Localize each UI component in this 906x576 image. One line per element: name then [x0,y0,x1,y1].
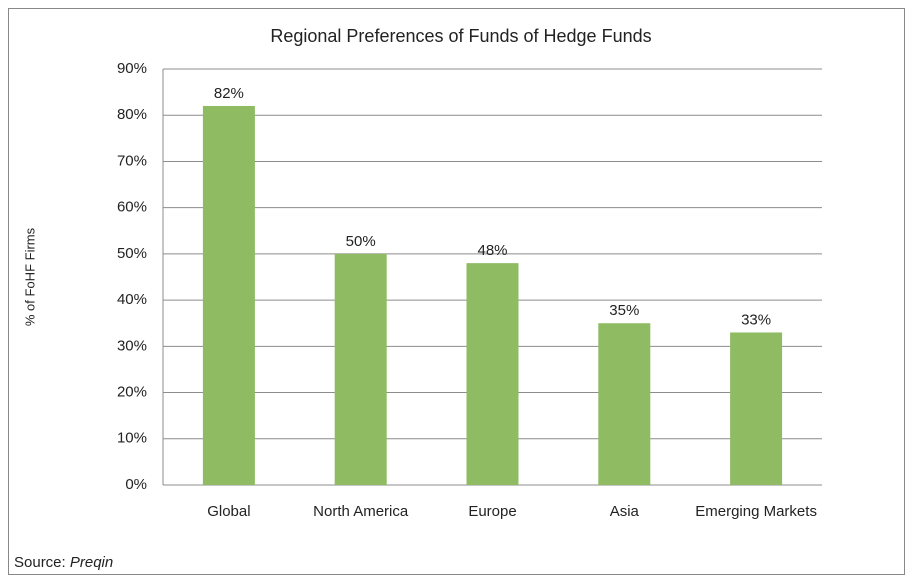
x-tick-label: Asia [610,503,640,520]
y-tick-label: 10% [117,430,147,447]
bar [334,253,387,485]
chart-title: Regional Preferences of Funds of Hedge F… [270,26,651,46]
x-tick-label: Emerging Markets [695,503,817,520]
bar [466,263,519,485]
y-tick-label: 90% [117,60,147,77]
y-tick-label: 30% [117,337,147,354]
bar [730,332,783,485]
source-name: Preqin [70,554,113,571]
y-tick-label: 0% [125,476,147,493]
y-axis-label: % of FoHF Firms [22,227,37,326]
y-tick-label: 80% [117,106,147,123]
data-label: 35% [609,302,639,319]
source: Source: Preqin [14,554,113,571]
y-tick-label: 40% [117,291,147,308]
data-label: 82% [214,85,244,102]
data-label: 48% [477,242,507,259]
y-tick-label: 70% [117,152,147,169]
y-tick-label: 60% [117,199,147,216]
y-tick-label: 20% [117,384,147,401]
x-tick-label: North America [313,503,409,520]
data-label: 50% [346,233,376,250]
bar [202,105,255,485]
x-tick-label: Europe [468,503,516,520]
data-label: 33% [741,311,771,328]
bar [598,323,651,485]
y-tick-label: 50% [117,245,147,262]
x-tick-label: Global [207,503,250,520]
source-label: Source: [14,554,66,571]
